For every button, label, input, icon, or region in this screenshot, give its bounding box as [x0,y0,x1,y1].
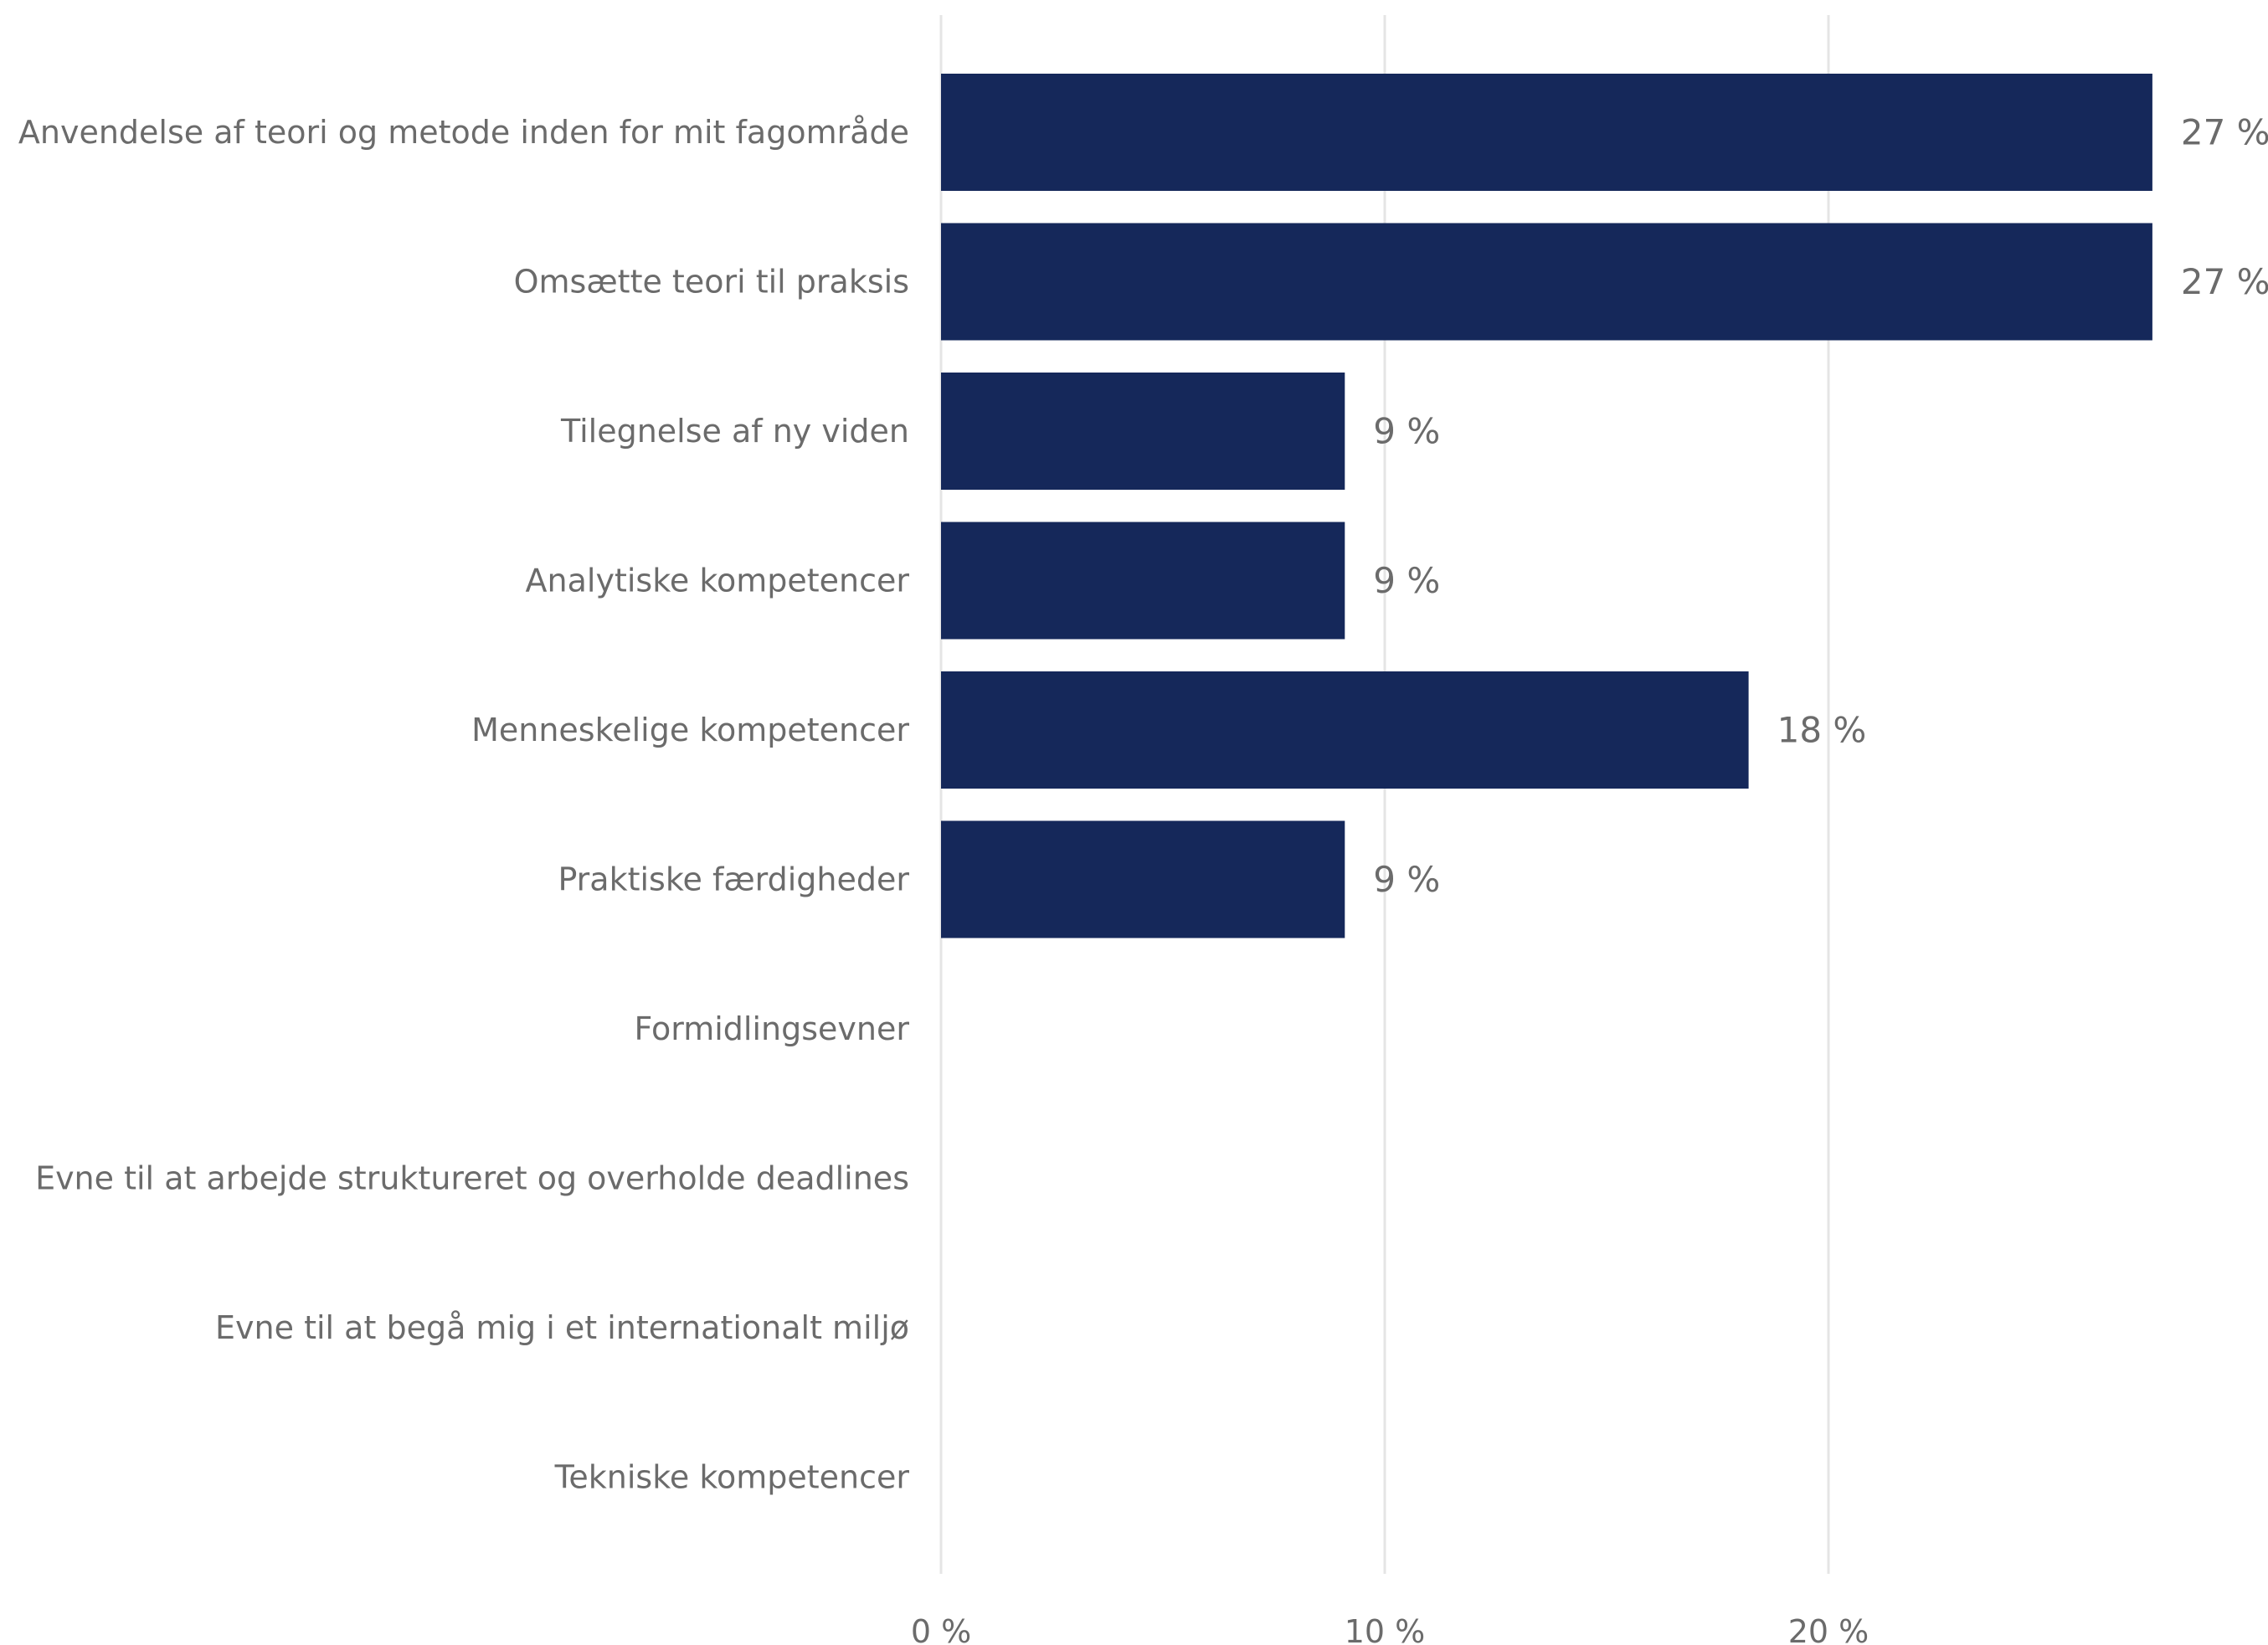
x-tick-label: 10 % [1345,1613,1426,1645]
value-label: 9 % [1373,411,1440,452]
category-label: Analytiske kompetencer [526,563,910,599]
bar [941,820,1345,938]
category-label: Anvendelse af teori og metode inden for … [18,114,909,151]
value-label: 18 % [1777,710,1867,751]
category-label: Praktiske færdigheder [558,861,909,898]
category-label: Tekniske kompetencer [554,1459,910,1496]
bar [941,74,2152,191]
value-label: 9 % [1373,859,1440,900]
category-label: Evne til at begå mig i et internationalt… [215,1309,909,1346]
category-label: Omsætte teori til praksis [514,264,909,301]
bar [941,522,1345,640]
value-label: 27 % [2181,261,2268,302]
category-label: Evne til at arbejde struktureret og over… [35,1160,909,1197]
bar [941,671,1749,789]
x-axis-ticks: 0 % 10 % 20 % [911,1613,1869,1645]
category-label: Formidlingsevner [635,1010,910,1047]
bar [941,373,1345,490]
value-label: 27 % [2181,112,2268,153]
bars [941,74,2152,938]
value-label: 9 % [1373,560,1440,601]
bar [941,223,2152,341]
category-label: Tilegnelse af ny viden [560,413,909,450]
value-labels: 27 % 27 % 9 % 9 % 18 % 9 % [1373,112,2268,901]
category-labels: Anvendelse af teori og metode inden for … [18,114,909,1496]
x-tick-label: 0 % [911,1613,971,1645]
category-label: Menneskelige kompetencer [471,712,909,748]
x-tick-label: 20 % [1788,1613,1869,1645]
